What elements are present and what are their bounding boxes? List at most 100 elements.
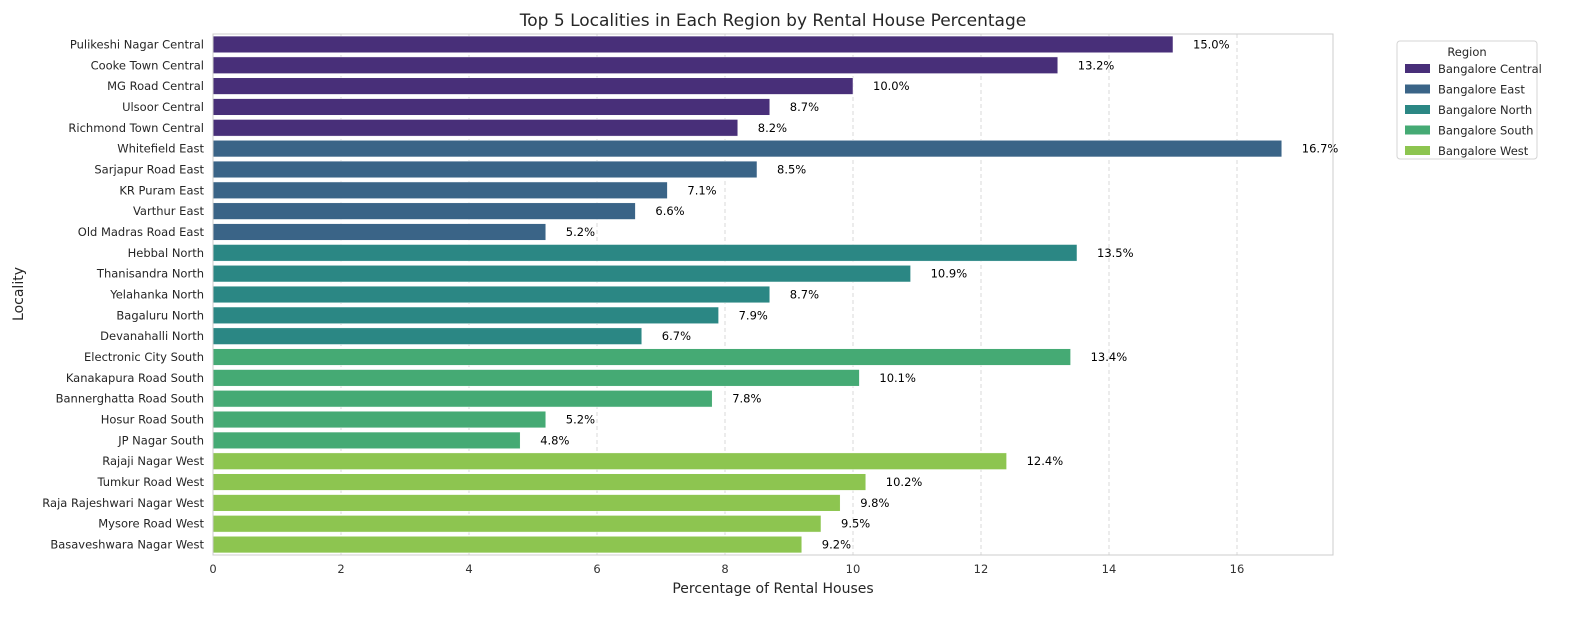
bar [212,56,1059,74]
legend-box [1396,40,1538,160]
y-tick-label: Ulsoor Central [122,100,204,114]
bars [212,35,1283,554]
legend-title: Region [1447,45,1486,59]
bar [212,535,803,554]
x-tick-label: 2 [337,562,344,576]
bar [212,473,867,491]
data-label: 8.5% [777,162,806,176]
data-label: 13.2% [1078,58,1115,72]
x-tick-label: 14 [1102,562,1117,576]
x-tick-label: 4 [465,562,472,576]
data-label: 5.2% [566,413,595,427]
y-tick-label: Electronic City South [84,350,204,364]
data-label: 8.2% [758,121,787,135]
legend-swatch [1405,125,1430,135]
bar [212,494,841,512]
legend-swatch [1405,64,1430,73]
legend-entry: Bangalore North [1438,103,1532,117]
y-tick-label: JP Nagar South [117,433,204,447]
x-tick-label: 10 [846,562,861,576]
x-tick-label: 8 [721,562,728,576]
data-label: 15.0% [1193,37,1230,51]
legend-entry: Bangalore East [1438,83,1525,97]
bar [212,265,911,283]
legend-entry: Bangalore West [1438,144,1529,158]
bar [212,77,854,95]
data-label: 7.1% [687,183,716,197]
y-tick-label: Basaveshwara Nagar West [50,538,204,552]
legend-swatch [1405,146,1430,155]
bar [212,119,739,137]
y-tick-label: Tumkur Road West [96,475,204,489]
bar [212,327,643,345]
y-tick-label: Rajaji Nagar West [102,454,204,468]
bar [212,431,521,449]
y-tick-label: Whitefield East [117,142,204,156]
x-tick-label: 12 [974,562,989,576]
y-tick-label: Raja Rajeshwari Nagar West [42,496,204,510]
x-tick-label: 16 [1230,562,1245,576]
y-tick-label: Cooke Town Central [91,58,204,72]
y-tick-label: Mysore Road West [98,517,204,531]
y-tick-label: Bannerghatta Road South [56,392,204,406]
data-label: 4.8% [540,433,569,447]
y-tick-label: Varthur East [133,204,205,218]
bar [212,35,1174,54]
x-axis-label: Percentage of Rental Houses [672,581,873,597]
data-label: 7.9% [739,308,768,322]
legend-entry: Bangalore Central [1438,62,1542,76]
bar [212,181,668,199]
bar [212,369,860,387]
data-label: 9.2% [822,538,851,552]
data-label: 6.6% [655,204,684,218]
bar [212,244,1078,262]
data-label: 6.7% [662,329,691,343]
y-tick-label: Sarjapur Road East [94,162,204,176]
bar [212,160,758,179]
x-tick-label: 0 [209,562,216,576]
y-tick-label: Old Madras Road East [78,225,205,239]
y-tick-label: Bagaluru North [116,308,204,322]
bar [212,306,719,324]
bar [212,202,636,220]
data-labels: 15.0%13.2%10.0%8.7%8.2%16.7%8.5%7.1%6.6%… [540,37,1338,551]
bar [212,390,713,408]
legend-swatch [1405,105,1430,114]
data-label: 5.2% [566,225,595,239]
y-tick-label: MG Road Central [107,79,204,93]
chart-title: Top 5 Localities in Each Region by Renta… [519,11,1026,31]
data-label: 13.5% [1097,246,1134,260]
bar [212,515,822,533]
data-label: 10.9% [931,267,968,281]
legend-entry: Bangalore South [1438,124,1533,138]
y-tick-label: Devanahalli North [100,329,204,343]
y-tick-label: Richmond Town Central [68,121,204,135]
y-ticks: Pulikeshi Nagar Central Cooke Town Centra… [42,37,204,551]
y-tick-label: Pulikeshi Nagar Central [70,37,204,51]
y-tick-label: Hosur Road South [101,413,204,427]
data-label: 13.4% [1091,350,1128,364]
data-label: 8.7% [790,100,819,114]
bar [212,410,547,429]
bar [212,140,1283,158]
y-tick-label: Yelahanka North [109,288,204,302]
bar [212,452,1007,470]
data-label: 10.1% [879,371,916,385]
data-label: 12.4% [1027,454,1064,468]
legend: Region Bangalore Central Bangalore East Ban… [1396,40,1542,160]
y-axis-label: Locality [11,267,27,321]
bar [212,223,547,241]
data-label: 10.2% [886,475,923,489]
x-ticks: 0 2 4 6 8 10 12 14 16 [209,562,1244,576]
data-label: 8.7% [790,288,819,302]
bar [212,98,771,116]
plot-frame [212,33,1334,556]
data-label: 7.8% [732,392,761,406]
bar [212,285,771,304]
data-label: 10.0% [873,79,910,93]
bar [212,348,1071,366]
y-tick-label: Kanakapura Road South [66,371,204,385]
y-tick-label: Thanisandra North [96,267,204,281]
x-tick-label: 6 [593,562,600,576]
